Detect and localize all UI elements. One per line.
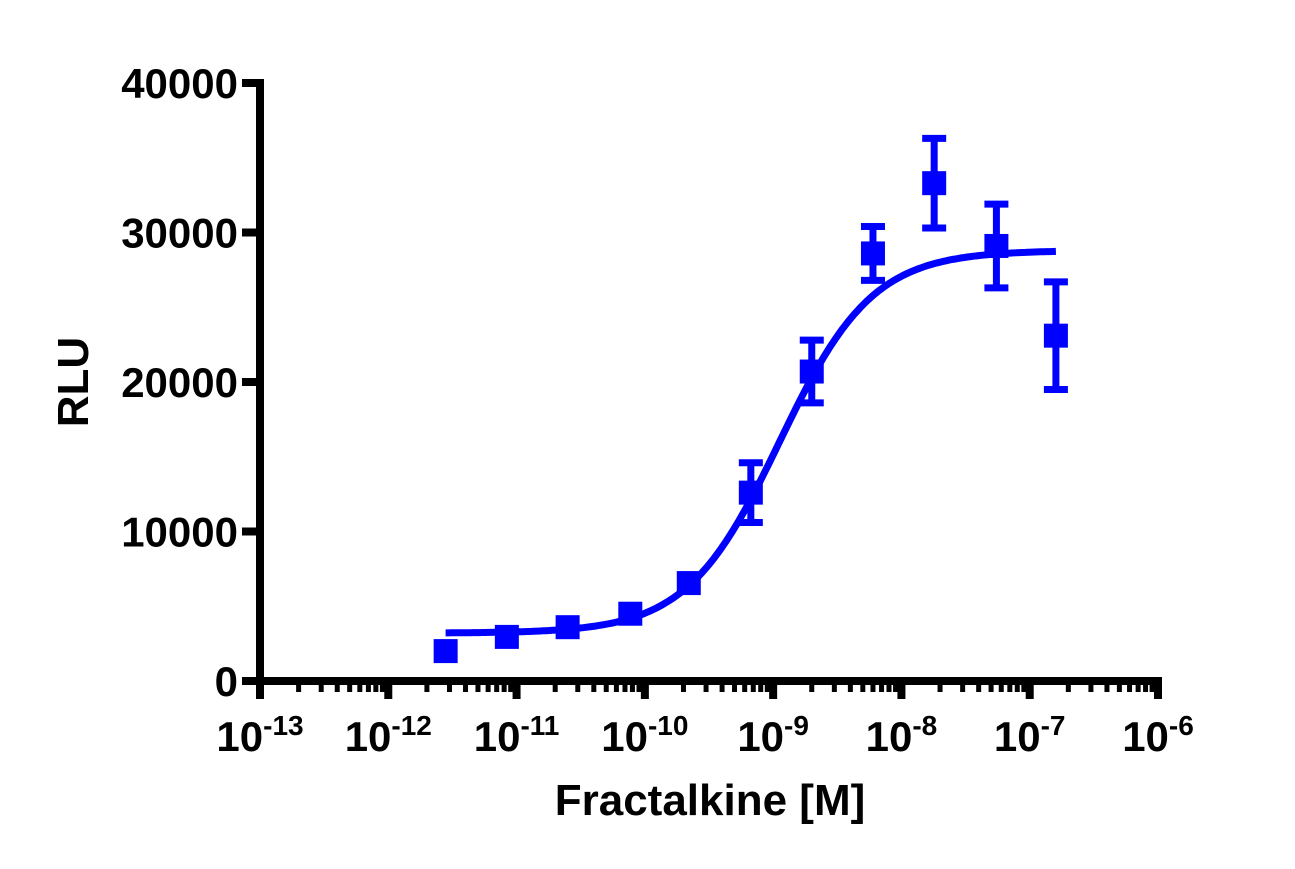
square-marker <box>433 639 458 664</box>
data-points <box>433 134 1068 664</box>
square-marker <box>1043 323 1068 348</box>
data-point <box>494 624 519 649</box>
data-point <box>618 601 643 626</box>
data-point <box>922 134 947 232</box>
square-marker <box>860 241 885 266</box>
x-axis-title: Fractalkine [M] <box>555 776 866 825</box>
square-marker <box>922 171 947 196</box>
data-point <box>676 571 701 596</box>
fit-line <box>445 247 1057 637</box>
square-marker <box>676 571 701 596</box>
data-point <box>799 336 824 407</box>
y-tick-label: 30000 <box>121 210 238 257</box>
x-tick-label: 10-12 <box>345 710 432 760</box>
data-point <box>555 615 580 640</box>
square-marker <box>555 615 580 640</box>
data-point <box>1043 278 1068 393</box>
x-tick-label: 10-9 <box>737 710 809 760</box>
x-tick-label: 10-6 <box>1122 710 1194 760</box>
x-tick-label: 10-7 <box>994 710 1066 760</box>
axes: 0 10000 20000 30000 40000 10-13 10-12 10-11 10-1… <box>121 60 1194 760</box>
y-tick-label: 40000 <box>121 60 238 107</box>
x-tick-label: 10-10 <box>601 710 688 760</box>
x-tick-label: 10-11 <box>474 710 560 760</box>
y-tick-label: 20000 <box>121 359 238 406</box>
square-marker <box>618 601 643 626</box>
y-axis-title: RLU <box>49 337 98 427</box>
square-marker <box>738 480 763 505</box>
fit-curve <box>445 247 1057 637</box>
x-tick-label: 10-8 <box>866 710 938 760</box>
data-point <box>433 639 458 664</box>
y-tick-label: 0 <box>215 658 238 705</box>
data-point <box>984 200 1009 292</box>
y-tick-label: 10000 <box>121 509 238 556</box>
square-marker <box>799 359 824 384</box>
square-marker <box>494 624 519 649</box>
data-point <box>738 459 763 527</box>
data-point <box>860 223 885 284</box>
square-marker <box>984 233 1009 258</box>
x-tick-label: 10-13 <box>216 710 303 760</box>
